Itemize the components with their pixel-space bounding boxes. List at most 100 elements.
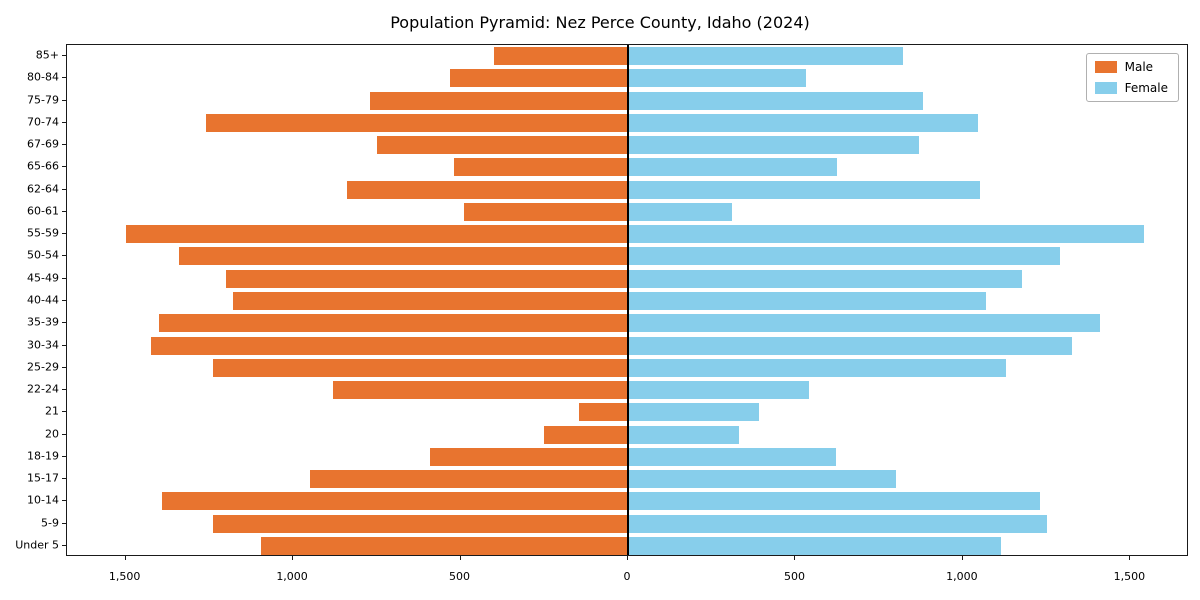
y-tick-label-40-44: 40-44 [27, 293, 59, 307]
bar-male-22-24 [333, 381, 628, 400]
y-tick-label-80-84: 80-84 [27, 70, 59, 84]
bar-female-18-19 [628, 447, 836, 466]
y-tick-mark [62, 366, 66, 368]
x-tick-mark [794, 556, 796, 560]
bar-female-35-39 [628, 314, 1101, 333]
x-tick-label-500: 500 [449, 570, 471, 583]
y-tick-mark [62, 433, 66, 435]
bar-female-22-24 [628, 381, 809, 400]
x-tick-label-0: 0 [623, 570, 631, 583]
bar-male-40-44 [232, 292, 628, 310]
bar-male-70-74 [205, 113, 628, 132]
y-tick-label-22-24: 22-24 [27, 382, 59, 396]
x-tick-label-500: 500 [783, 570, 805, 583]
x-tick-label-1,500: 1,500 [108, 570, 141, 583]
x-tick-mark [961, 556, 963, 560]
x-tick-mark [459, 556, 461, 560]
y-tick-label-45-49: 45-49 [27, 271, 59, 285]
bar-male-60-61 [463, 202, 628, 221]
y-tick-label-Under 5: Under 5 [15, 538, 59, 552]
y-tick-label-5-9: 5-9 [41, 516, 59, 530]
y-tick-label-70-74: 70-74 [27, 115, 59, 129]
y-tick-mark [62, 188, 66, 190]
bar-female-80-84 [628, 69, 806, 88]
y-tick-label-60-61: 60-61 [27, 204, 59, 218]
y-tick-mark [62, 455, 66, 457]
female-color-swatch [1094, 82, 1117, 94]
bar-male-65-66 [453, 158, 628, 177]
y-tick-mark [62, 77, 66, 79]
bar-female-Under 5 [628, 536, 1002, 555]
bar-male-25-29 [212, 358, 628, 377]
bar-female-75-79 [628, 91, 923, 110]
bar-male-75-79 [370, 91, 628, 110]
x-tick-label-1,500: 1,500 [1113, 570, 1146, 583]
x-tick-mark [1129, 556, 1131, 560]
y-tick-mark [62, 522, 66, 524]
x-tick-mark [124, 556, 126, 560]
bar-female-50-54 [628, 247, 1061, 266]
legend-male-label: Male [1124, 60, 1154, 74]
bar-female-62-64 [628, 180, 980, 199]
legend-item-female: Female [1094, 81, 1168, 95]
bar-female-65-66 [628, 158, 838, 177]
bar-female-45-49 [628, 269, 1022, 288]
legend-item-male: Male [1094, 60, 1168, 74]
y-tick-mark [62, 99, 66, 101]
y-tick-mark [62, 144, 66, 146]
bar-male-15-17 [309, 470, 628, 489]
bar-female-55-59 [628, 225, 1144, 244]
bar-female-21 [628, 403, 759, 422]
bar-female-15-17 [628, 470, 896, 489]
y-tick-label-21: 21 [45, 404, 59, 418]
x-tick-label-1,000: 1,000 [276, 570, 308, 583]
bar-male-62-64 [346, 180, 628, 199]
y-tick-label-55-59: 55-59 [27, 226, 59, 240]
bar-female-10-14 [628, 492, 1040, 511]
x-tick-label-1,000: 1,000 [946, 570, 978, 583]
y-tick-mark [62, 121, 66, 123]
bar-male-18-19 [430, 447, 628, 466]
y-tick-label-85+: 85+ [35, 48, 59, 62]
bar-male-20 [544, 425, 628, 444]
y-tick-mark [62, 300, 66, 301]
y-tick-label-35-39: 35-39 [27, 315, 59, 329]
y-tick-mark [62, 322, 66, 324]
y-tick-label-18-19: 18-19 [27, 449, 59, 463]
y-tick-mark [62, 478, 66, 480]
y-tick-mark [62, 411, 66, 413]
bar-female-70-74 [628, 113, 978, 132]
y-tick-mark [62, 255, 66, 257]
y-tick-label-50-54: 50-54 [27, 248, 59, 262]
y-tick-mark [62, 277, 66, 279]
x-tick-mark [292, 556, 294, 560]
male-color-swatch [1094, 61, 1117, 73]
bar-female-40-44 [628, 292, 987, 310]
bar-male-Under 5 [261, 536, 628, 555]
bar-female-5-9 [628, 514, 1047, 533]
bar-female-30-34 [628, 336, 1072, 355]
plot-area: Male Female [66, 44, 1188, 556]
legend: Male Female [1085, 53, 1179, 102]
y-tick-mark [62, 55, 66, 57]
legend-female-label: Female [1124, 81, 1168, 95]
y-tick-mark [62, 210, 66, 212]
bar-male-50-54 [179, 247, 628, 266]
chart-title: Population Pyramid: Nez Perce County, Id… [390, 13, 810, 32]
y-tick-label-62-64: 62-64 [27, 182, 59, 196]
bar-male-45-49 [226, 269, 628, 288]
bar-male-80-84 [450, 69, 628, 88]
y-tick-mark [62, 544, 66, 546]
bar-male-30-34 [150, 336, 628, 355]
y-tick-mark [62, 344, 66, 346]
bar-female-67-69 [628, 136, 920, 155]
bar-male-35-39 [159, 314, 628, 333]
y-tick-mark [62, 166, 66, 168]
y-tick-label-30-34: 30-34 [27, 338, 59, 352]
bar-male-21 [579, 403, 628, 422]
bar-male-55-59 [125, 225, 628, 244]
bar-male-85+ [494, 47, 628, 66]
bar-female-20 [628, 425, 739, 444]
y-tick-mark [62, 389, 66, 391]
y-tick-label-25-29: 25-29 [27, 360, 59, 374]
